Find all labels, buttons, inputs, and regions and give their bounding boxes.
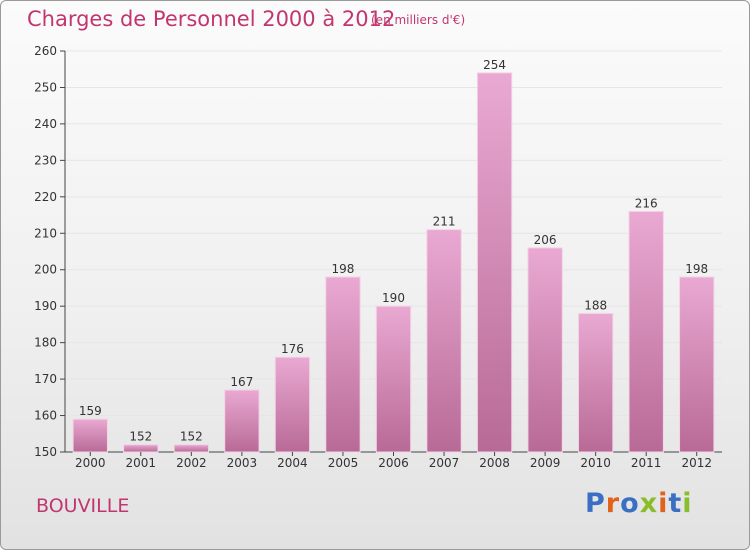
bar [527, 247, 563, 453]
data-label: 176 [281, 342, 304, 356]
brand-letter: P [585, 488, 606, 519]
x-tick-label: 2009 [530, 456, 561, 470]
data-label: 152 [129, 430, 152, 444]
x-tick-label: 2008 [479, 456, 510, 470]
chart-title: Charges de Personnel 2000 à 2012 [27, 7, 396, 31]
bar [476, 72, 513, 453]
y-tick-label: 220 [34, 190, 57, 204]
x-tick-label: 2000 [75, 456, 106, 470]
x-tick-label: 2012 [681, 456, 712, 470]
x-tick-label: 2004 [277, 456, 308, 470]
brand-letter: o [620, 488, 640, 519]
data-label: 211 [433, 215, 456, 229]
y-tick-label: 160 [34, 409, 57, 423]
y-tick-label: 150 [34, 445, 57, 459]
bar [426, 229, 462, 453]
bar [224, 389, 260, 453]
data-label: 159 [79, 404, 102, 418]
y-tick-label: 250 [34, 80, 57, 94]
proxiti-logo[interactable]: Proxiti [585, 488, 693, 519]
data-label: 190 [382, 291, 405, 305]
y-tick-label: 170 [34, 372, 57, 386]
brand-letter: i [658, 488, 669, 519]
bar [325, 276, 361, 453]
x-tick-label: 2005 [328, 456, 359, 470]
y-tick-label: 200 [34, 263, 57, 277]
x-tick-label: 2001 [126, 456, 157, 470]
y-tick-label: 260 [34, 44, 57, 58]
data-label: 198 [685, 262, 708, 276]
data-label: 152 [180, 430, 203, 444]
bar [72, 418, 108, 453]
brand-letter: x [639, 488, 659, 519]
bar [375, 305, 412, 453]
x-tick-label: 2006 [378, 456, 409, 470]
bar [173, 444, 210, 453]
bar [577, 312, 614, 453]
brand-letter: i [682, 488, 693, 519]
data-label: 167 [230, 375, 253, 389]
data-label: 254 [483, 58, 506, 72]
data-label: 198 [332, 262, 355, 276]
bar [123, 444, 159, 453]
brand-letter: t [668, 488, 683, 519]
chart-subtitle: (en milliers d'€) [371, 13, 466, 27]
data-label: 206 [534, 233, 557, 247]
city-name: BOUVILLE [36, 495, 130, 517]
data-label: 216 [635, 196, 658, 210]
y-tick-label: 180 [34, 336, 57, 350]
y-tick-label: 190 [34, 299, 57, 313]
bar [679, 276, 715, 453]
x-tick-label: 2002 [176, 456, 207, 470]
x-tick-label: 2011 [631, 456, 662, 470]
y-tick-label: 210 [34, 226, 57, 240]
x-tick-label: 2010 [580, 456, 611, 470]
bar [628, 210, 664, 453]
data-label: 188 [584, 298, 607, 312]
x-tick-label: 2003 [227, 456, 258, 470]
brand-letter: r [605, 488, 621, 519]
x-tick-label: 2007 [429, 456, 460, 470]
bar [274, 356, 311, 453]
y-tick-label: 230 [34, 153, 57, 167]
y-tick-label: 240 [34, 117, 57, 131]
